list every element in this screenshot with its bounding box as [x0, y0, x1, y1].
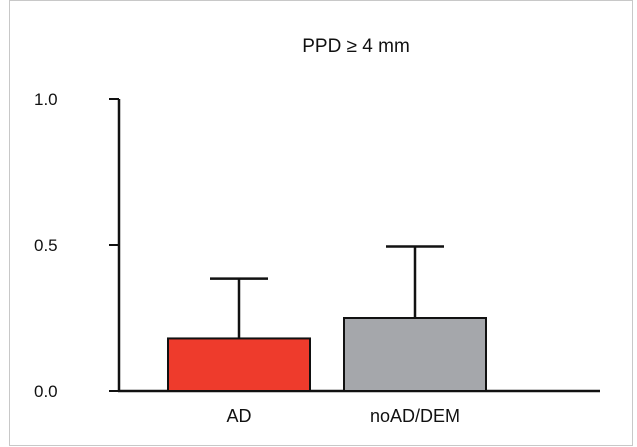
x-tick-label: noAD/DEM: [370, 406, 460, 426]
bars: [167, 317, 487, 393]
bar-ad: [167, 337, 311, 393]
bar-noad-dem: [343, 317, 487, 392]
y-tick-label: 1.0: [34, 90, 58, 109]
chart-frame: [9, 0, 633, 446]
y-tick-label: 0.0: [34, 382, 58, 401]
chart-title: PPD ≥ 4 mm: [302, 36, 410, 57]
x-tick-labels: AD noAD/DEM: [226, 406, 460, 426]
y-tick-label: 0.5: [34, 236, 58, 255]
error-bars: [210, 245, 444, 339]
y-ticks: 0.0 0.5 1.0: [34, 90, 119, 401]
x-tick-label: AD: [226, 406, 251, 426]
